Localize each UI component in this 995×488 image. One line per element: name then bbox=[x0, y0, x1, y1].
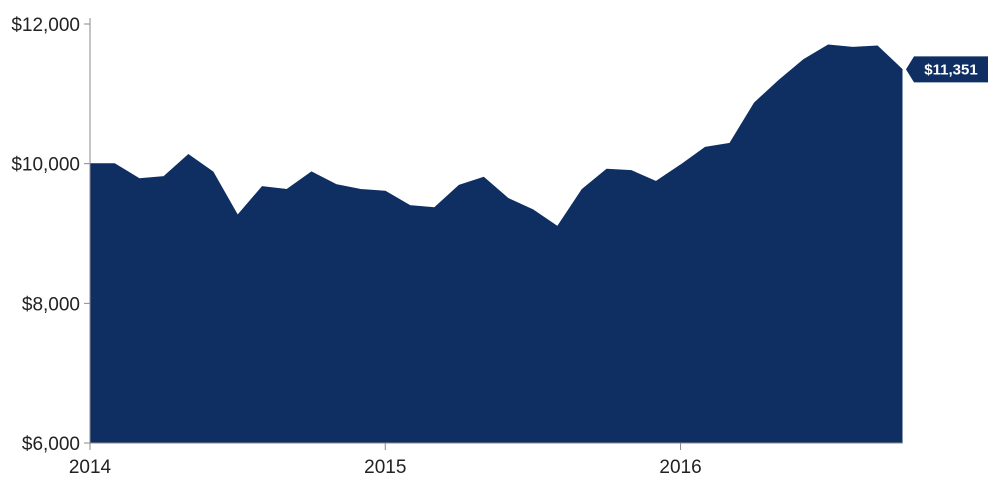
y-tick-label: $6,000 bbox=[22, 434, 80, 455]
area-series bbox=[90, 45, 902, 443]
y-tick-label: $10,000 bbox=[11, 155, 80, 176]
x-tick-label: 2014 bbox=[69, 457, 112, 478]
last-value-callout: $11,351 bbox=[906, 56, 988, 82]
x-tick-label: 2016 bbox=[659, 457, 701, 478]
last-value-label: $11,351 bbox=[924, 61, 977, 78]
plot-area bbox=[90, 45, 902, 443]
y-tick-label: $8,000 bbox=[22, 294, 80, 315]
x-tick-label: 2015 bbox=[364, 457, 406, 478]
y-tick-label: $12,000 bbox=[11, 15, 80, 36]
